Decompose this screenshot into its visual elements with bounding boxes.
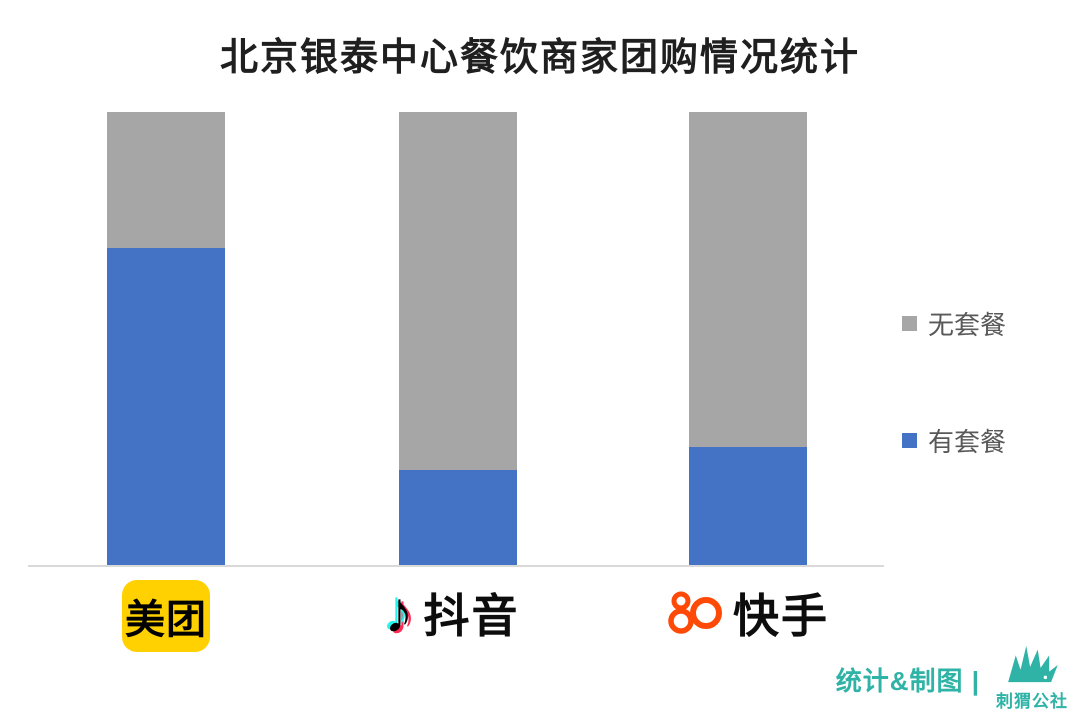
bar-segment-meituan-no-package — [107, 112, 225, 248]
kuaishou-logo-icon — [668, 591, 722, 634]
plot-area — [0, 112, 1080, 567]
brand-logo: 刺猬公社 — [996, 643, 1068, 712]
category-douyin: ♪ 抖音 — [385, 580, 520, 646]
legend-swatch-blue — [902, 433, 917, 448]
bar-segment-kuaishou-has-package — [689, 447, 807, 565]
legend-item-has-package: 有套餐 — [902, 422, 1006, 459]
category-kuaishou: 快手 — [667, 580, 829, 646]
bar-segment-meituan-has-package — [107, 247, 225, 565]
x-axis-line — [28, 565, 884, 567]
credit-text: 统计&制图 | — [835, 666, 980, 696]
category-label-douyin: 抖音 — [423, 590, 520, 642]
douyin-note-icon: ♪ — [384, 580, 414, 645]
bar-douyin — [399, 112, 517, 565]
legend-item-no-package: 无套餐 — [902, 305, 1006, 342]
brand-name: 刺猬公社 — [996, 692, 1068, 711]
hedgehog-icon — [1008, 645, 1058, 683]
footer-credit-area: 统计&制图 | 刺猬公社 — [836, 643, 1068, 712]
chart-title: 北京银泰中心餐饮商家团购情况统计 — [219, 37, 860, 79]
bar-segment-douyin-has-package — [399, 469, 517, 565]
legend-label: 有套餐 — [928, 427, 1007, 457]
legend: 无套餐 有套餐 — [902, 305, 1006, 539]
meituan-logo-icon: 美团 — [122, 580, 210, 652]
category-label-kuaishou: 快手 — [733, 590, 829, 642]
legend-swatch-gray — [902, 316, 917, 331]
bar-meituan — [107, 112, 225, 565]
category-meituan: 美团 — [122, 580, 210, 652]
bar-kuaishou — [689, 112, 807, 565]
category-label-meituan: 美团 — [125, 598, 207, 642]
bar-segment-kuaishou-no-package — [689, 112, 807, 448]
bar-segment-douyin-no-package — [399, 112, 517, 470]
legend-label: 无套餐 — [928, 310, 1007, 340]
